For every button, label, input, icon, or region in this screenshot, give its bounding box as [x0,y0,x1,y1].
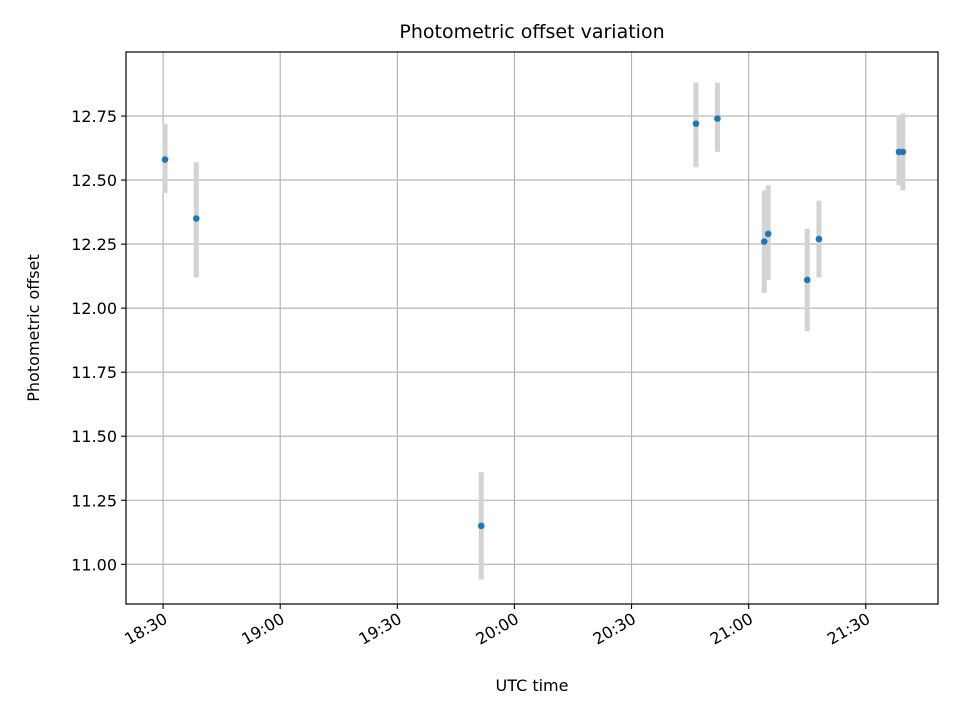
x-axis-label: UTC time [496,676,569,695]
data-point [692,120,700,128]
chart-title: Photometric offset variation [399,21,664,43]
data-point [764,230,772,238]
y-axis-label: Photometric offset [24,254,43,402]
y-tick-label: 12.75 [71,107,117,126]
y-tick-label: 12.50 [71,171,117,190]
data-point [714,115,721,122]
y-tick-label: 11.75 [71,363,117,382]
grid [126,52,938,604]
plot-frame [125,51,939,605]
data-point [803,276,811,284]
y-tick-label: 12.25 [71,235,117,254]
data-point [815,235,823,243]
data-point [192,215,200,222]
y-tick-label: 11.25 [71,491,117,510]
y-tick-label: 11.50 [71,427,117,446]
data-point [161,156,169,163]
y-axis-ticks: 11.00 11.25 11.50 11.75 12.00 12.25 12.50 12.75 [71,107,126,574]
data-point [477,522,485,530]
data-points [161,115,907,530]
data-point [760,238,768,245]
y-tick-label: 12.00 [71,299,117,318]
data-point [899,148,907,156]
y-tick-label: 11.00 [71,555,117,574]
